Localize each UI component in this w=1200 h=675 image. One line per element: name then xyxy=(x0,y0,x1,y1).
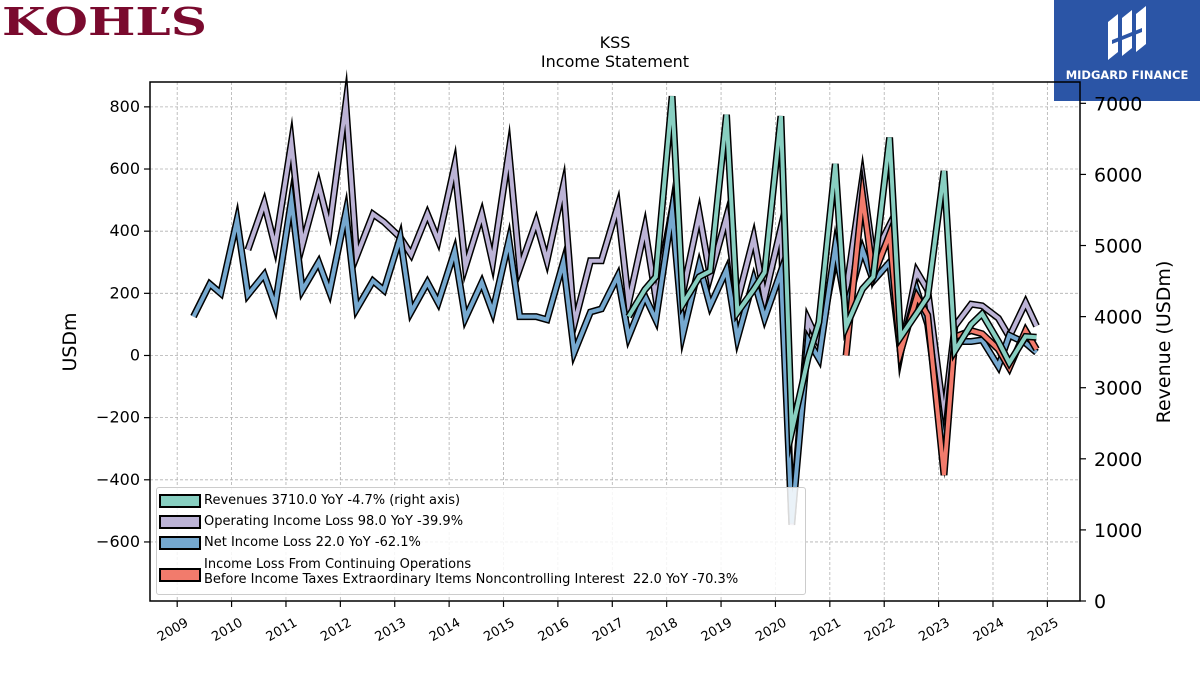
tick-label-x-2015: 2015 xyxy=(481,615,517,645)
right-axis-ticks: 0 1000 2000 3000 4000 5000 6000 7000 xyxy=(1080,93,1142,613)
tick-label-right-4000: 4000 xyxy=(1094,307,1142,329)
tick-label-right-3000: 3000 xyxy=(1094,378,1142,400)
tick-label-left--600: −600 xyxy=(96,532,140,551)
tick-label-x-2017: 2017 xyxy=(590,615,626,645)
tick-label-left-800: 800 xyxy=(109,97,140,116)
tick-label-right-5000: 5000 xyxy=(1094,236,1142,258)
y-axis-label: USDm xyxy=(59,312,81,371)
tick-label-x-2014: 2014 xyxy=(427,615,463,645)
chart-title: KSS xyxy=(600,33,631,52)
tick-label-right-2000: 2000 xyxy=(1094,449,1142,471)
tick-label-x-2010: 2010 xyxy=(209,615,245,645)
tick-label-left-400: 400 xyxy=(109,221,140,240)
tick-label-x-2019: 2019 xyxy=(699,615,735,645)
legend-swatch-net-income xyxy=(159,536,201,550)
tick-label-x-2013: 2013 xyxy=(373,615,409,645)
tick-label-x-2021: 2021 xyxy=(808,615,844,645)
tick-label-left-200: 200 xyxy=(109,283,140,302)
legend-label-pretax-income: Income Loss From Continuing Operations B… xyxy=(204,557,739,587)
legend-label-operating-income: Operating Income Loss 98.0 YoY -39.9% xyxy=(204,514,464,529)
tick-label-x-2018: 2018 xyxy=(645,615,681,645)
legend-swatch-revenues xyxy=(159,494,201,508)
series-outline-net-income xyxy=(190,174,1039,524)
tick-label-x-2012: 2012 xyxy=(318,615,354,645)
tick-label-x-2024: 2024 xyxy=(971,615,1007,645)
legend-label-net-income: Net Income Loss 22.0 YoY -62.1% xyxy=(204,535,421,550)
legend-label-revenues: Revenues 3710.0 YoY -4.7% (right axis) xyxy=(204,493,461,508)
series-layer xyxy=(190,69,1040,526)
chart-subtitle: Income Statement xyxy=(541,52,689,71)
tick-label-right-6000: 6000 xyxy=(1094,164,1142,186)
midgard-emblem-icon xyxy=(1108,6,1146,60)
tick-label-x-2011: 2011 xyxy=(264,615,300,645)
tick-label-left--400: −400 xyxy=(96,470,140,489)
tick-label-x-2022: 2022 xyxy=(862,615,898,645)
tick-label-x-2025: 2025 xyxy=(1025,615,1061,645)
tick-label-x-2023: 2023 xyxy=(916,615,952,645)
chart-legend: Revenues 3710.0 YoY -4.7% (right axis) O… xyxy=(156,487,806,595)
plot-frame xyxy=(149,81,1081,602)
series-line-revenues xyxy=(626,96,1037,447)
kohls-logo-text: KOHĽS xyxy=(2,2,207,42)
tick-label-right-0: 0 xyxy=(1094,591,1106,613)
kohls-logo: KOHĽS xyxy=(2,2,207,42)
tick-label-x-2009: 2009 xyxy=(155,615,191,645)
y-axis-label-right: Revenue (USDm) xyxy=(1153,261,1175,424)
legend-swatch-operating-income xyxy=(159,515,201,529)
tick-label-right-7000: 7000 xyxy=(1094,93,1142,115)
tick-label-left-0: 0 xyxy=(130,345,140,364)
series-line-net-income xyxy=(191,185,1038,524)
tick-label-x-2020: 2020 xyxy=(753,615,789,645)
left-axis-ticks: −600 −400 −200 0 200 400 600 800 xyxy=(96,97,150,551)
legend-swatch-pretax-income xyxy=(159,568,201,582)
tick-label-right-1000: 1000 xyxy=(1094,520,1142,542)
tick-label-left--200: −200 xyxy=(96,408,140,427)
midgard-brand-text: MIDGARD FINANCE xyxy=(1065,68,1189,82)
midgard-finance-logo: MIDGARD FINANCE xyxy=(1054,0,1200,101)
tick-label-x-2016: 2016 xyxy=(536,615,572,645)
x-axis-ticks: 2009 2010 2011 2012 2013 2014 2015 2016 2017 2018… xyxy=(155,601,1061,645)
tick-label-left-600: 600 xyxy=(109,159,140,178)
